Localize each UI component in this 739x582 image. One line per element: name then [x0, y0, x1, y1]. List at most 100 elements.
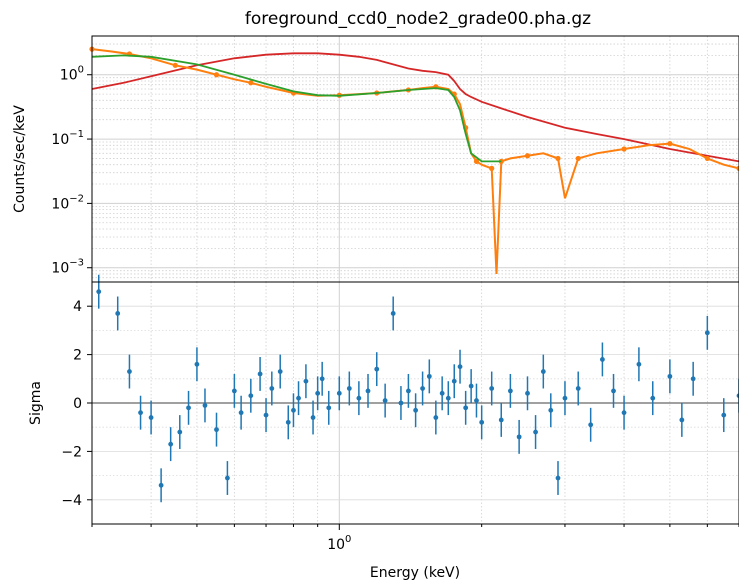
- red-curve-line: [91, 52, 739, 163]
- orange-data-point: [172, 62, 178, 68]
- residual-point: [562, 395, 568, 401]
- residual-point: [555, 475, 561, 481]
- y-tick-label: 100: [60, 65, 84, 84]
- green-curve-line: [91, 54, 502, 163]
- residual-point: [468, 383, 474, 389]
- residual-point: [420, 386, 425, 391]
- residual-point: [277, 369, 283, 374]
- residual-point: [611, 388, 616, 394]
- residual-point: [516, 434, 522, 440]
- residual-x-ticks: 100: [91, 524, 739, 553]
- residual-point: [413, 407, 419, 413]
- x-axis-label: Energy (keV): [370, 565, 460, 581]
- y-tick-label: 4: [73, 299, 82, 315]
- residual-point: [336, 390, 342, 396]
- residual-point: [621, 410, 627, 416]
- residual-point: [296, 395, 301, 401]
- residual-point: [445, 395, 451, 401]
- spectrum-panel-frame: [92, 36, 739, 282]
- chart-title: foreground_ccd0_node2_grade00.pha.gz: [245, 9, 591, 29]
- orange-data-point: [667, 141, 673, 147]
- residual-point: [248, 393, 254, 399]
- spectrum-y-ticks: 100 10−1 10−2 10−3: [51, 65, 92, 277]
- y-tick-label: 10−2: [51, 193, 84, 212]
- residual-point: [138, 410, 143, 416]
- y-tick-label: −2: [61, 444, 82, 460]
- residual-point: [525, 390, 530, 396]
- residual-point: [148, 415, 154, 420]
- spectrum-series: [89, 46, 739, 275]
- spectrum-panel: 100 10−1 10−2 10−3 Counts/sec/keV: [12, 35, 739, 283]
- y-tick-label: −4: [61, 493, 82, 509]
- residual-point: [479, 419, 485, 425]
- residual-point: [575, 386, 581, 391]
- residual-point: [451, 378, 457, 384]
- residual-point: [507, 388, 513, 394]
- residual-point: [315, 390, 321, 396]
- residual-point: [356, 395, 362, 401]
- x-tick-label: 100: [327, 534, 351, 553]
- residual-point: [636, 361, 642, 367]
- residual-point: [177, 429, 183, 435]
- residual-panel-border: [91, 281, 739, 525]
- residual-point: [158, 482, 164, 488]
- y-tick-label: 10−1: [51, 129, 84, 148]
- orange-data-point: [555, 155, 561, 162]
- residual-series: [96, 274, 739, 503]
- residual-point: [238, 410, 244, 416]
- residual-point: [533, 429, 538, 435]
- residual-point: [650, 395, 656, 401]
- orange-data-point: [575, 155, 581, 162]
- orange-data-point: [248, 80, 254, 86]
- residual-point: [398, 400, 404, 406]
- residual-point: [202, 403, 208, 408]
- residual-point: [600, 357, 605, 362]
- y-tick-label: 2: [73, 348, 82, 364]
- residual-point: [463, 405, 469, 411]
- residual-point: [588, 422, 594, 428]
- residual-point: [257, 371, 263, 377]
- y-tick-label: 0: [73, 396, 82, 412]
- residual-point: [721, 412, 727, 418]
- spectrum-y-axis-label: Counts/sec/keV: [12, 105, 28, 213]
- residual-point: [326, 405, 332, 411]
- residual-point: [310, 415, 316, 420]
- residual-point: [704, 330, 710, 336]
- residual-point: [231, 388, 237, 394]
- residual-point: [679, 417, 685, 423]
- orange-data-point: [213, 72, 220, 78]
- residual-point: [319, 376, 325, 382]
- residual-y-axis-label: Sigma: [28, 381, 44, 425]
- residual-y-ticks: 4 2 0 −2 −4: [61, 299, 92, 509]
- residual-point: [667, 373, 673, 379]
- residual-point: [374, 366, 380, 372]
- residual-point: [426, 373, 432, 379]
- residual-point: [194, 361, 200, 367]
- orange-data-line: [91, 48, 739, 275]
- residual-point: [489, 386, 495, 391]
- residual-point: [439, 390, 445, 396]
- residual-point: [540, 369, 546, 374]
- orange-data-point: [489, 165, 495, 171]
- residual-point: [382, 398, 388, 403]
- orange-data-point: [704, 155, 710, 162]
- residual-point: [736, 393, 739, 399]
- orange-data-point: [736, 165, 739, 171]
- residual-point: [291, 407, 296, 413]
- orange-data-point: [473, 158, 480, 164]
- residual-point: [457, 364, 463, 370]
- residual-point: [390, 311, 396, 316]
- residual-point: [690, 376, 696, 382]
- residual-point: [269, 386, 275, 391]
- residual-point: [406, 388, 411, 394]
- orange-data-point: [524, 153, 531, 159]
- residual-point: [225, 475, 230, 481]
- residual-point: [263, 412, 269, 418]
- residual-point: [346, 386, 352, 391]
- residual-point: [498, 417, 504, 423]
- residual-point: [548, 407, 554, 413]
- residual-point: [214, 427, 219, 433]
- residual-point: [186, 405, 191, 411]
- residual-point: [285, 419, 291, 425]
